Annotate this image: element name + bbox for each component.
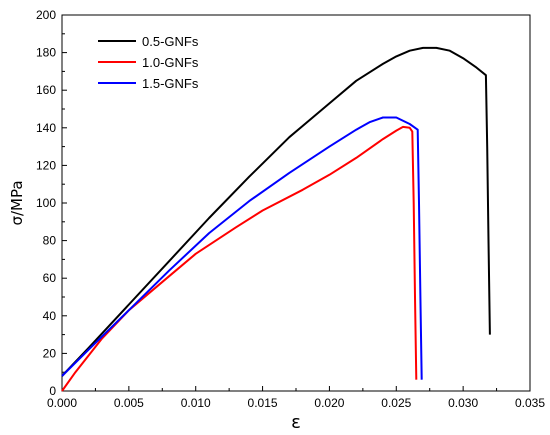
y-tick-label: 60 bbox=[43, 271, 57, 285]
plot-frame bbox=[61, 14, 531, 392]
x-axis-ticks: 0.000 0.005 0.010 0.015 0.020 0.025 0.030 0.035 bbox=[47, 386, 545, 410]
x-tick-label: 0.030 bbox=[448, 396, 478, 410]
y-axis-title: σ/MPa bbox=[8, 180, 26, 225]
series-line-0-5-gnfs bbox=[61, 46, 491, 377]
x-tick-label: 0.025 bbox=[381, 396, 411, 410]
y-tick-label: 140 bbox=[36, 121, 56, 135]
x-tick-label: 0.005 bbox=[114, 396, 144, 410]
y-tick-label: 0 bbox=[49, 384, 56, 398]
y-tick-label: 160 bbox=[36, 83, 56, 97]
x-tick-label: 0.020 bbox=[314, 396, 344, 410]
y-tick-label: 180 bbox=[36, 46, 56, 60]
series-lines bbox=[61, 46, 491, 392]
x-axis-title: ε bbox=[291, 412, 301, 433]
x-tick-label: 0.010 bbox=[181, 396, 211, 410]
y-axis-ticks: 0 20 40 60 80 100 120 140 160 180 200 bbox=[36, 8, 67, 398]
y-tick-label: 20 bbox=[43, 346, 57, 360]
legend-label: 0.5-GNFs bbox=[142, 34, 199, 49]
series-line-1-5-gnfs bbox=[61, 116, 423, 380]
x-tick-label: 0.000 bbox=[47, 396, 77, 410]
y-tick-label: 100 bbox=[36, 196, 56, 210]
legend-label: 1.5-GNFs bbox=[142, 76, 199, 91]
legend: 0.5-GNFs 1.0-GNFs 1.5-GNFs bbox=[98, 34, 199, 91]
series-line-1-0-gnfs bbox=[61, 125, 418, 392]
legend-label: 1.0-GNFs bbox=[142, 55, 199, 70]
y-tick-label: 120 bbox=[36, 158, 56, 172]
x-tick-label: 0.015 bbox=[248, 396, 278, 410]
y-tick-label: 200 bbox=[36, 8, 56, 22]
y-tick-label: 80 bbox=[43, 234, 57, 248]
y-tick-label: 40 bbox=[43, 309, 57, 323]
x-tick-label: 0.035 bbox=[515, 396, 545, 410]
